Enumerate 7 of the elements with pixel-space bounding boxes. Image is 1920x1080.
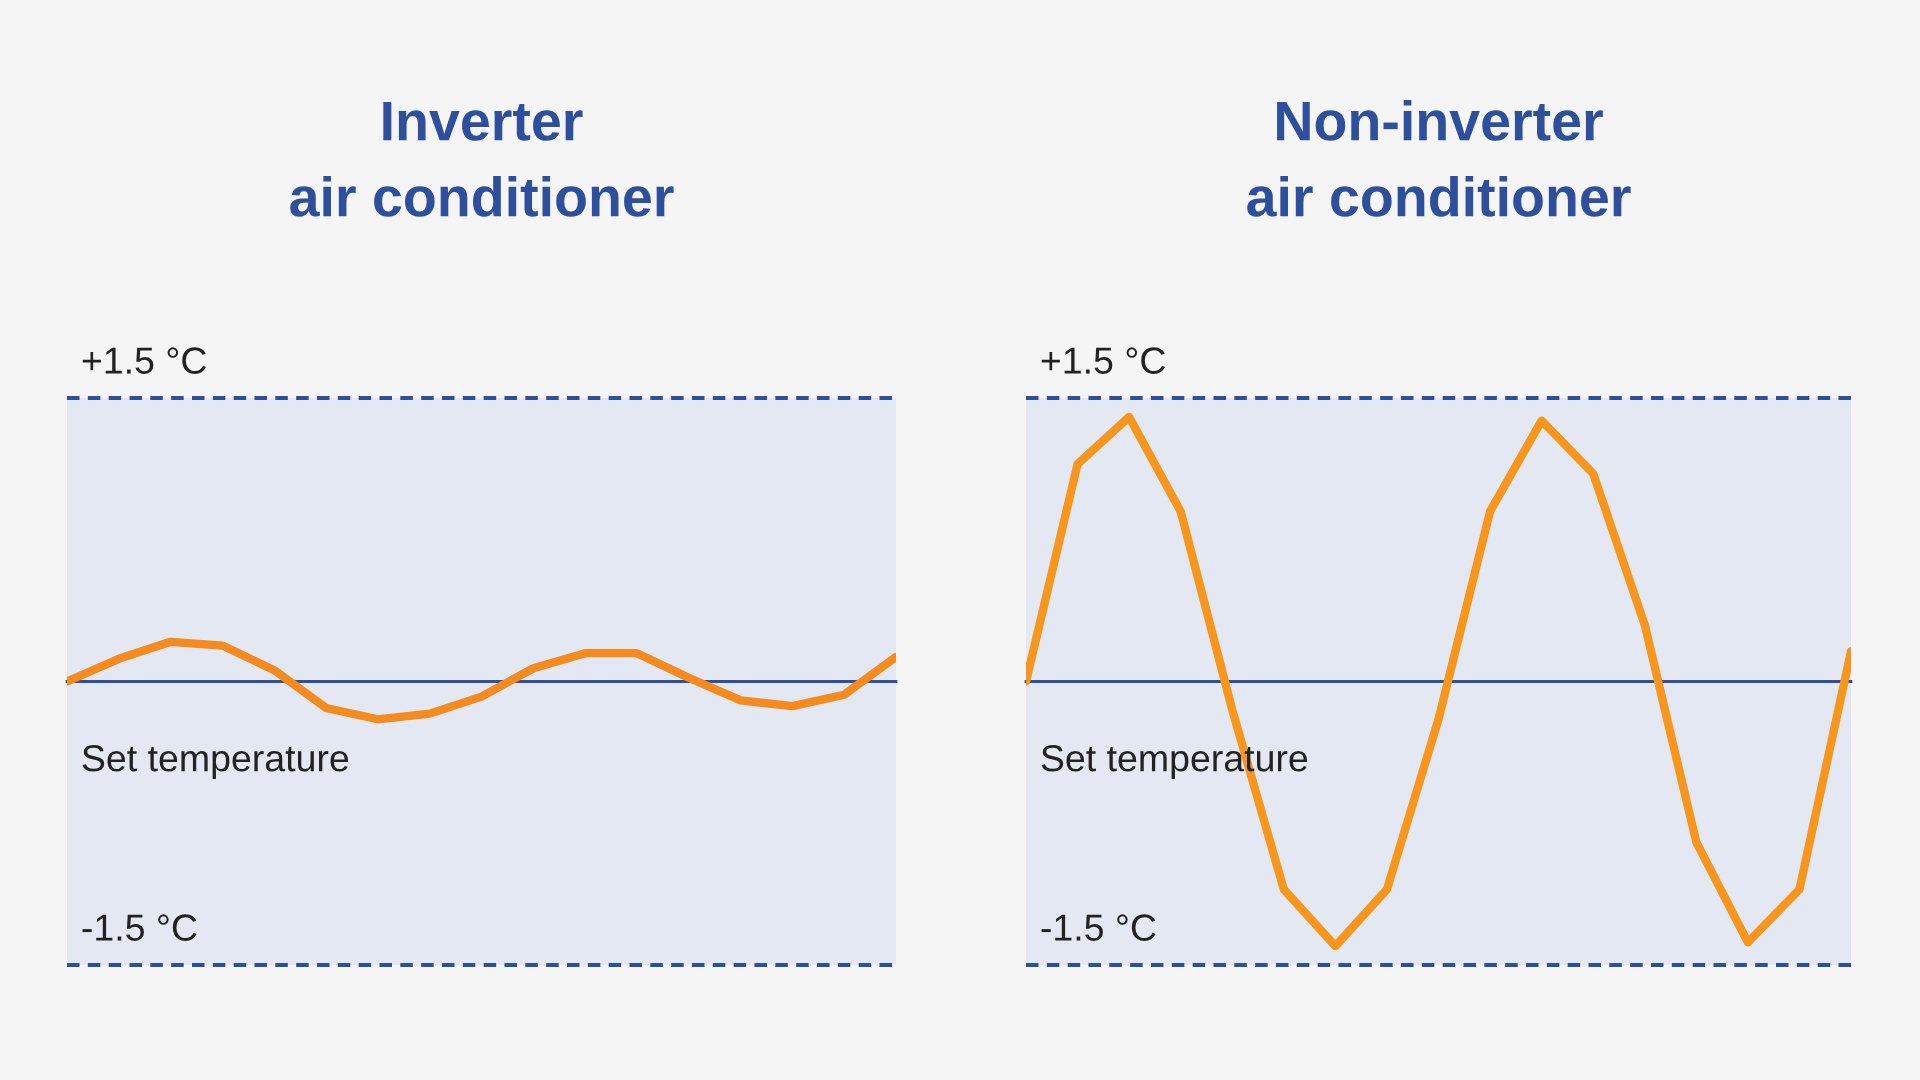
chart-title: Non-inverter air conditioner xyxy=(1247,100,1631,217)
ref-line-label: -1.5 °C xyxy=(1041,914,1156,941)
ref-line-label: Set temperature xyxy=(82,744,349,779)
ref-line-label: +1.5 °C xyxy=(82,347,206,374)
ref-line-label: +1.5 °C xyxy=(1041,347,1165,374)
ref-line-label: -1.5 °C xyxy=(82,914,197,941)
chart-title: Inverter air conditioner xyxy=(290,102,674,217)
